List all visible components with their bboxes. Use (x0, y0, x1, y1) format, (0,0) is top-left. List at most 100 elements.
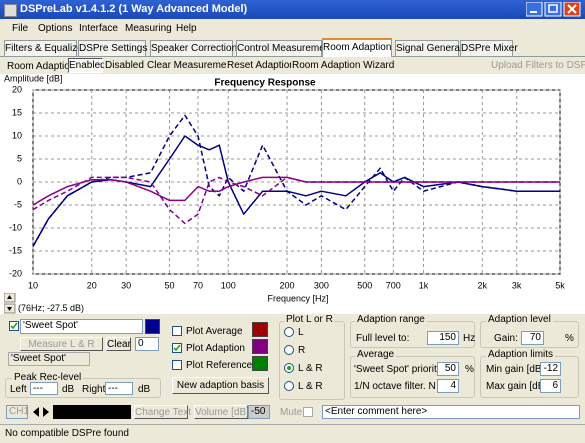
channel-arrows[interactable] (31, 405, 51, 419)
tab[interactable]: DSPre Mixer (460, 40, 518, 56)
button[interactable]: Volume [dB] (194, 405, 249, 419)
spinner[interactable]: 70 (521, 331, 544, 345)
x-tick-label: 200 (280, 280, 295, 290)
tab-line (0, 56, 585, 57)
label: Plot Reference (186, 360, 253, 371)
x-tick-label: 700 (386, 280, 401, 290)
x-tick-label: 30 (121, 280, 131, 290)
cursor-arrows[interactable] (4, 293, 16, 315)
group-title: Peak Rec-level (12, 372, 84, 383)
series-line (32, 114, 560, 247)
label: L & R (298, 363, 323, 374)
radio[interactable] (284, 327, 294, 337)
y-tick-label: 10 (12, 130, 22, 140)
button[interactable]: Clear (106, 337, 131, 351)
label: Plot Adaption (186, 343, 245, 354)
spinner[interactable]: 50 (437, 362, 459, 376)
menu-item[interactable]: Measuring (125, 23, 172, 34)
field: --- (30, 382, 58, 395)
group-title: Average (355, 349, 397, 360)
y-tick-label: -15 (9, 245, 22, 255)
button[interactable]: Clear Measurements (146, 58, 240, 73)
button[interactable]: Reset Adaption (226, 58, 295, 73)
color-swatch[interactable] (252, 339, 268, 354)
spinner[interactable]: 150 (427, 331, 459, 345)
spinner[interactable]: 0 (135, 337, 159, 351)
color-swatch[interactable] (252, 322, 268, 337)
app-icon (4, 4, 17, 17)
status-text: No compatible DSPre found (5, 428, 129, 439)
label: Min gain [dB]: (486, 364, 548, 375)
color-swatch[interactable] (145, 319, 160, 334)
x-axis-label: Frequency [Hz] (267, 293, 328, 303)
comment-field[interactable]: <Enter comment here> (322, 405, 580, 419)
menu-item[interactable]: Interface (79, 23, 118, 34)
color-swatch[interactable] (252, 356, 268, 371)
chart-title: Frequency Response (214, 78, 316, 89)
combobox[interactable]: 'Sweet Spot' (20, 319, 143, 334)
group-box (350, 356, 475, 398)
label: L & R (298, 381, 323, 392)
channel-field: CH1 (6, 405, 29, 419)
y-tick-label: 5 (17, 153, 22, 163)
spinner[interactable]: -50 (248, 405, 270, 419)
window-controls[interactable] (526, 2, 584, 18)
button[interactable]: Disabled (104, 58, 144, 73)
label: Right: (82, 384, 109, 395)
menu-item[interactable]: File (12, 23, 29, 34)
radio[interactable] (284, 363, 294, 373)
label: 'Sweet Spot' priority: (354, 364, 445, 375)
tab[interactable]: Signal Generator (395, 40, 472, 56)
label: % (465, 364, 474, 375)
tab[interactable]: Control Measurements (236, 40, 338, 56)
button[interactable]: Change Text (134, 405, 191, 419)
radio[interactable] (284, 345, 294, 355)
x-tick-label: 20 (87, 280, 97, 290)
checkbox[interactable] (172, 343, 182, 353)
tab[interactable]: Speaker Correction (150, 40, 237, 56)
name-field: 'Sweet Spot' (8, 352, 90, 366)
button[interactable]: Room Adaption Wizard (291, 58, 395, 73)
label: % (565, 333, 574, 344)
x-tick-label: 10 (28, 280, 38, 290)
y-axis-label: Amplitude [dB] (4, 74, 63, 83)
checkbox[interactable] (303, 407, 313, 417)
label: dB (62, 384, 75, 395)
menu-item[interactable]: Options (38, 23, 73, 34)
x-tick-label: 1k (419, 280, 429, 290)
x-tick-label: 50 (164, 280, 174, 290)
toolbar-label: Room Adaption: (7, 61, 79, 72)
button[interactable]: Upload Filters to DSPre (490, 58, 585, 73)
tab[interactable]: Filters & Equalizer (4, 40, 86, 56)
button[interactable]: New adaption basis (172, 377, 269, 394)
label: dB (138, 384, 151, 395)
chart: Amplitude [dB] Frequency Response Frequenc… (0, 74, 585, 314)
x-tick-label: 300 (314, 280, 329, 290)
radio[interactable] (284, 381, 294, 391)
checkbox[interactable] (172, 326, 182, 336)
series-line (32, 176, 560, 206)
button[interactable]: Enabled (68, 58, 106, 73)
menu-bar: File Options Interface Measuring Help (0, 19, 585, 37)
label: Gain: (494, 333, 518, 344)
x-tick-label: 5k (555, 280, 565, 290)
field: --- (105, 382, 133, 395)
tab-active[interactable]: Room Adaption (322, 38, 392, 57)
tab[interactable]: DSPre Settings (78, 40, 147, 56)
checkbox[interactable] (9, 321, 19, 331)
x-tick-label: 500 (357, 280, 372, 290)
label: Left (10, 384, 27, 395)
label: L (298, 327, 304, 338)
menu-item[interactable]: Help (176, 23, 197, 34)
button[interactable]: Measure L & R (20, 337, 103, 351)
spinner[interactable]: -12 (540, 362, 561, 376)
label: Full level to: (356, 333, 410, 344)
label: Mute (280, 407, 303, 418)
checkbox[interactable] (172, 360, 182, 370)
spinner[interactable]: 4 (437, 379, 459, 393)
spinner[interactable]: 6 (540, 379, 561, 393)
group-title: Plot L or R (284, 314, 335, 325)
status-bar (0, 424, 585, 443)
x-tick-label: 100 (221, 280, 236, 290)
